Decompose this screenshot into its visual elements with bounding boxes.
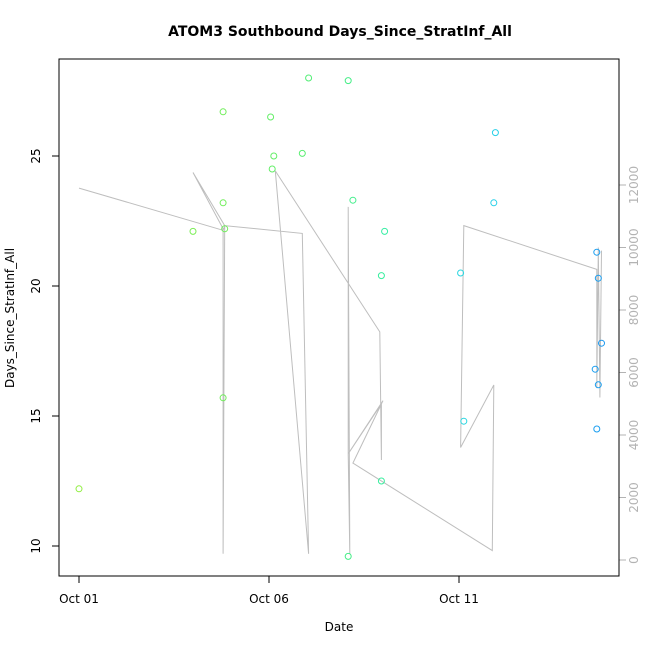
x-axis-label: Date [325, 620, 354, 634]
data-point [460, 417, 468, 425]
data-point [381, 227, 389, 235]
data-point [221, 225, 229, 233]
data-point [594, 274, 602, 282]
right-axis: 0 2000 4000 6000 8000 10000 12000 [619, 166, 641, 564]
y2-tick-label: 12000 [627, 166, 641, 204]
data-point [219, 108, 227, 116]
line-path [78, 170, 602, 554]
y-axis-label: Days_Since_StratInf_All [3, 248, 17, 388]
data-point [377, 477, 385, 485]
data-point [457, 269, 465, 277]
data-point [593, 425, 601, 433]
left-axis: 10 15 20 25 [29, 148, 60, 554]
y2-tick-label: 0 [627, 556, 641, 564]
line-series [78, 170, 602, 554]
data-point [219, 199, 227, 207]
data-point [377, 272, 385, 280]
x-tick-label: Oct 01 [59, 592, 99, 606]
data-point [267, 113, 275, 121]
data-point [591, 365, 599, 373]
chart-title: ATOM3 Southbound Days_Since_StratInf_All [168, 24, 512, 40]
x-tick-label: Oct 11 [439, 592, 479, 606]
data-point [270, 152, 278, 160]
y-tick-label: 25 [29, 148, 43, 163]
data-point [268, 165, 276, 173]
data-point [491, 129, 499, 137]
data-point [593, 248, 601, 256]
y-tick-label: 10 [29, 538, 43, 553]
data-point [189, 227, 197, 235]
y2-tick-label: 10000 [627, 228, 641, 266]
data-point [598, 339, 605, 347]
data-point [344, 552, 352, 560]
y-tick-label: 15 [29, 408, 43, 423]
x-tick-label: Oct 06 [249, 592, 289, 606]
point-series [75, 74, 605, 560]
data-point [594, 381, 602, 389]
data-point [349, 196, 357, 204]
plot-frame [58, 58, 620, 577]
data-point [344, 77, 352, 85]
y2-tick-label: 6000 [627, 357, 641, 388]
data-point [298, 149, 306, 157]
y-tick-label: 20 [29, 278, 43, 293]
data-point [219, 394, 227, 402]
data-point [75, 485, 83, 493]
y2-tick-label: 2000 [627, 482, 641, 513]
y2-tick-label: 8000 [627, 295, 641, 326]
y2-tick-label: 4000 [627, 420, 641, 451]
bottom-axis: Oct 01 Oct 06 Oct 11 [59, 575, 479, 606]
data-point [490, 199, 498, 207]
data-point [305, 74, 313, 82]
